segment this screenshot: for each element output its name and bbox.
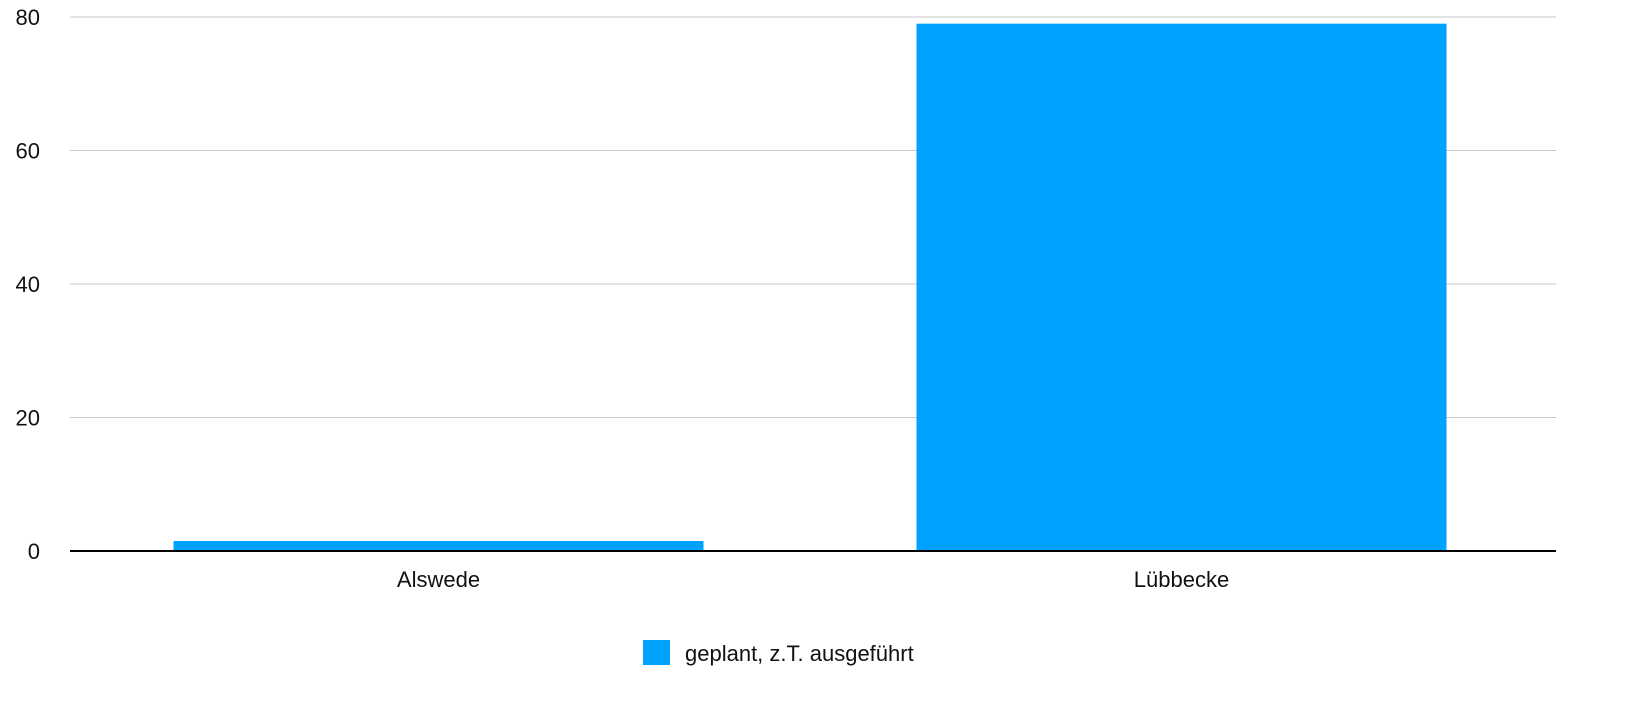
y-tick-label: 60: [16, 139, 40, 164]
legend-label: geplant, z.T. ausgeführt: [685, 641, 914, 666]
x-axis-tick-labels: Alswede Lübbecke: [397, 567, 1229, 592]
legend: geplant, z.T. ausgeführt: [643, 640, 914, 666]
bar: [173, 540, 704, 551]
x-tick-label: Alswede: [397, 567, 480, 592]
y-tick-label: 40: [16, 272, 40, 297]
legend-swatch: [643, 640, 670, 665]
x-tick-label: Lübbecke: [1134, 567, 1229, 592]
y-tick-label: 20: [16, 406, 40, 431]
y-axis-tick-labels: 0 20 40 60 80: [16, 5, 40, 564]
y-tick-label: 80: [16, 5, 40, 30]
bars: [173, 23, 1447, 552]
y-tick-label: 0: [28, 539, 40, 564]
bar: [916, 23, 1447, 552]
